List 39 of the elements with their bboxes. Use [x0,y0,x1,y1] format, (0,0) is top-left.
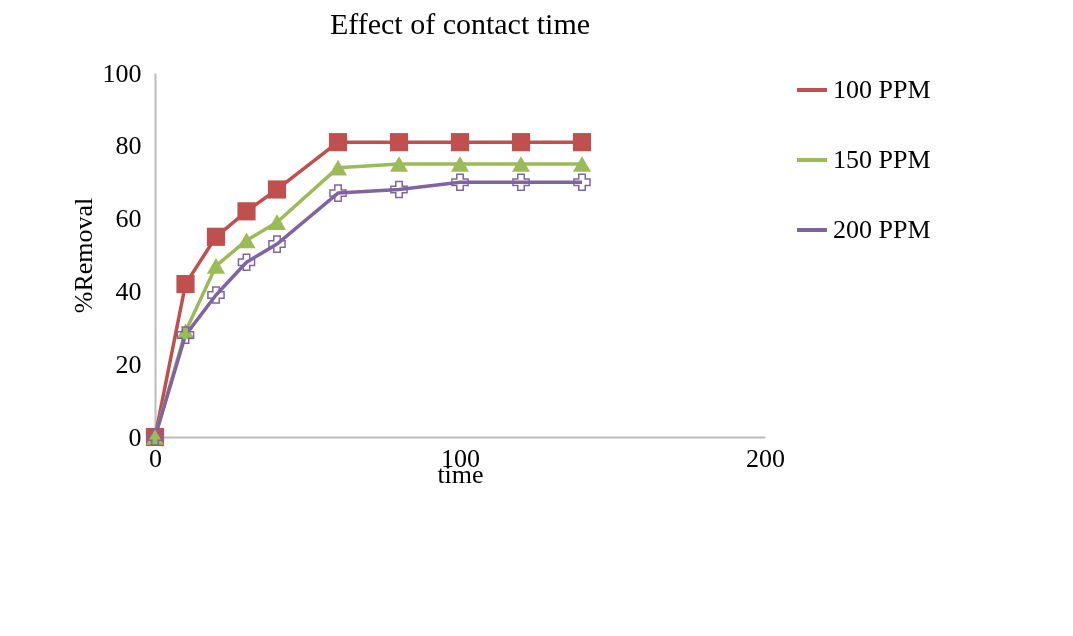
point [267,214,287,231]
point [328,159,348,176]
point [511,156,531,172]
point [268,235,286,253]
point [207,286,225,304]
point [450,133,470,152]
point [512,173,530,192]
y-tick-label: 80 [115,131,142,161]
point [206,258,226,274]
legend-label: 100 PPM [833,75,931,104]
point [237,202,256,221]
legend-label: 200 PPM [833,215,931,244]
point [572,133,592,152]
point [329,184,347,202]
y-tick-label: 0 [128,422,142,452]
point [267,180,287,199]
point [389,133,409,152]
y-tick-label: 100 [102,58,142,88]
point [573,173,591,192]
point [176,275,195,294]
x-tick-label: 0 [149,443,162,473]
point [237,253,256,272]
y-tick-label: 20 [115,349,142,379]
point [328,133,348,152]
y-tick-label: 60 [115,204,142,234]
chart-title: Effect of contact time [329,7,591,40]
point [390,180,408,199]
y-tick-label: 40 [115,276,142,306]
point [572,156,592,172]
point [237,232,256,249]
point [511,133,531,152]
point [206,227,226,246]
point [450,156,470,172]
point [389,156,409,172]
x-tick-label: 200 [746,443,785,473]
y-axis-title: %Removal [68,197,98,314]
point [176,326,195,344]
point [451,173,469,192]
legend-label: 150 PPM [833,145,931,174]
